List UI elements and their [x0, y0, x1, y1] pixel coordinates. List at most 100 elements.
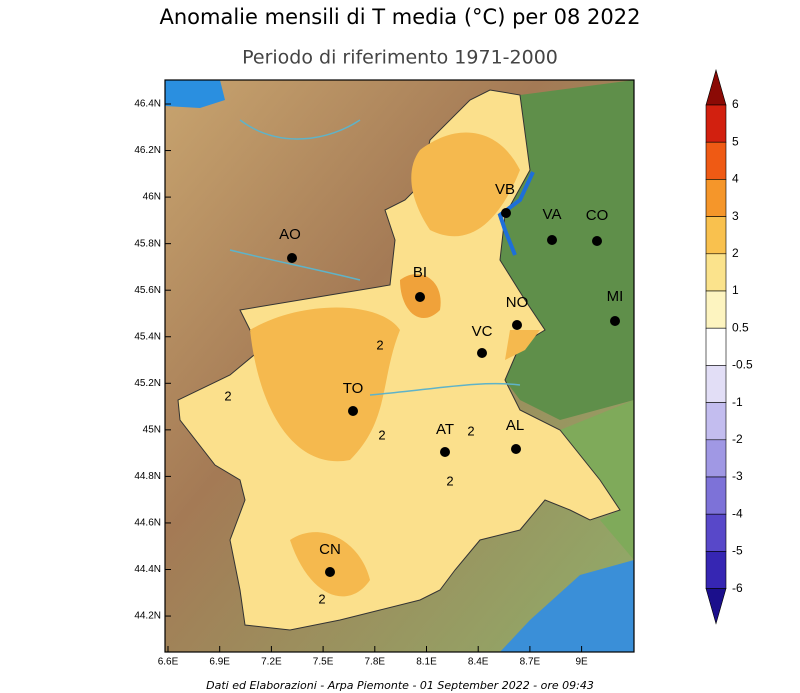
city-dot	[511, 444, 521, 454]
x-tick-label: 7.5E	[313, 657, 334, 668]
colorbar-segment	[705, 290, 727, 329]
map: 6.6E 6.9E 7.2E 7.5E 7.8E 8.1E 8.4E 8.7E 9E 46.4N 4…	[134, 79, 635, 668]
y-tick-label: 45.4N	[134, 331, 161, 342]
city-dot	[348, 406, 358, 416]
city-label: VB	[495, 181, 515, 198]
colorbar-segment	[705, 476, 727, 515]
y-tick-label: 45.6N	[134, 285, 161, 296]
anomaly-3	[250, 307, 400, 462]
colorbar-label: 1	[732, 283, 739, 297]
rivers	[229, 119, 521, 396]
contour-label: 2	[467, 423, 474, 438]
map-frame	[164, 79, 635, 653]
lake-maggiore	[497, 171, 535, 256]
city-dot	[440, 447, 450, 457]
city-label: CO	[586, 207, 609, 224]
city-dot	[501, 208, 511, 218]
colorbar-segment	[705, 141, 727, 180]
colorbar-label: -2	[732, 432, 743, 446]
colorbar-label: -3	[732, 469, 743, 483]
title: Anomalie mensili di T media (°C) per 08 …	[160, 5, 641, 29]
colorbar-arrow	[705, 588, 727, 625]
liguria-relief	[560, 400, 634, 560]
city-dot	[477, 348, 487, 358]
anomaly-3	[505, 330, 540, 360]
city-label: BI	[413, 264, 427, 281]
city-dot	[547, 235, 557, 245]
colorbar-label: 4	[732, 172, 739, 186]
city-label: AL	[506, 417, 524, 434]
lake-geneva	[165, 80, 225, 108]
colorbar-label: 2	[732, 246, 739, 260]
city-label: NO	[506, 294, 529, 311]
y-tick-label: 46N	[143, 192, 161, 203]
colorbar-segment	[705, 513, 727, 552]
city-label: CN	[319, 541, 341, 558]
y-tick-label: 44.8N	[134, 471, 161, 482]
colorbar-label: -5	[732, 544, 743, 558]
y-tick-label: 44.2N	[134, 611, 161, 622]
x-tick-label: 6.9E	[209, 657, 230, 668]
colorbar-label: -6	[732, 581, 743, 595]
y-tick-label: 45N	[143, 424, 161, 435]
y-tick-label: 44.4N	[134, 564, 161, 575]
y-tick-label: 44.6N	[134, 518, 161, 529]
y-tick-label: 46.4N	[134, 99, 161, 110]
x-tick-label: 8.1E	[416, 657, 437, 668]
lombardy	[500, 80, 634, 420]
y-tick-label: 45.8N	[134, 238, 161, 249]
colorbar-label: -0.5	[732, 358, 753, 372]
colorbar-segment	[705, 216, 727, 255]
x-tick-label: 9E	[575, 657, 588, 668]
city-dot	[287, 253, 297, 263]
contour-label: 2	[224, 388, 231, 403]
x-tick-label: 7.8E	[365, 657, 386, 668]
colorbar-label: 0.5	[732, 320, 749, 334]
footer: Dati ed Elaborazioni - Arpa Piemonte - 0…	[206, 679, 594, 692]
contour-label: 2	[318, 591, 325, 606]
city-label: TO	[343, 380, 364, 397]
colorbar-arrow	[705, 68, 727, 106]
colorbar-segment	[705, 402, 727, 441]
anomaly-3	[411, 132, 520, 237]
colorbar-segment	[705, 439, 727, 478]
city-label: AT	[436, 421, 454, 438]
anomaly-3	[290, 532, 370, 597]
y-tick-label: 45.2N	[134, 378, 161, 389]
colorbar-segment	[705, 365, 727, 403]
colorbar-label: -4	[732, 506, 743, 520]
x-tick-label: 7.2E	[261, 657, 282, 668]
colorbar-segment	[705, 179, 727, 217]
city-label: MI	[607, 288, 624, 305]
city-dot	[325, 567, 335, 577]
x-tick-label: 6.6E	[158, 657, 179, 668]
city-dot	[415, 292, 425, 302]
colorbar-label: -1	[732, 395, 743, 409]
contour-label: 2	[446, 473, 453, 488]
colorbar-segment	[705, 327, 727, 366]
contour-labels: 2 2 2 2 2 2	[224, 337, 474, 606]
city-dot	[512, 320, 522, 330]
city-label: AO	[279, 226, 301, 243]
cities: AO VB VA CO BI NO MI VC TO AT AL CN	[279, 181, 623, 577]
subtitle: Periodo di riferimento 1971-2000	[242, 47, 558, 69]
colorbar-label: 6	[732, 97, 739, 111]
x-tick-label: 8.4E	[468, 657, 489, 668]
y-tick-label: 46.2N	[134, 145, 161, 156]
city-label: VA	[543, 206, 562, 223]
colorbar-segment	[705, 104, 727, 143]
city-dot	[592, 236, 602, 246]
sea	[500, 560, 634, 652]
city-label: VC	[472, 323, 493, 340]
colorbar-segment	[705, 551, 727, 589]
colorbar: 6 5 4 3 2 1 0.5 -0.5 -1 -2 -3 -4 -5 -6	[705, 68, 753, 625]
piemonte	[177, 89, 621, 631]
x-tick-label: 8.7E	[520, 657, 541, 668]
city-dot	[610, 316, 620, 326]
contour-label: 2	[378, 427, 385, 442]
axes: 6.6E 6.9E 7.2E 7.5E 7.8E 8.1E 8.4E 8.7E 9E 46.4N 4…	[134, 99, 588, 668]
colorbar-label: 5	[732, 134, 739, 148]
contour-label: 2	[376, 337, 383, 352]
